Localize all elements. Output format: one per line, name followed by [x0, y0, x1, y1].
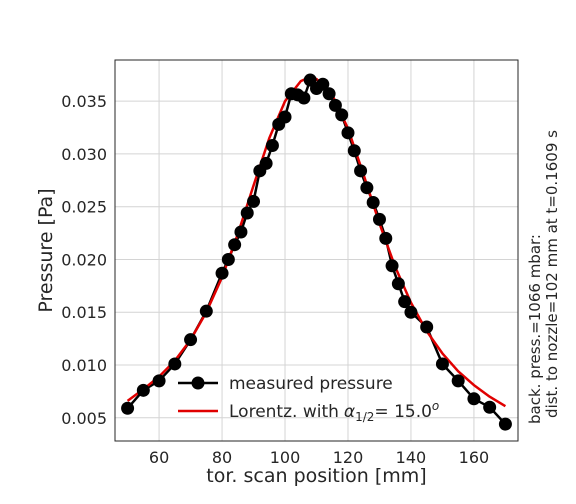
measured-point-134	[385, 259, 399, 273]
side-note-line-2: dist. to nozzle=102 mm at t=0.1609 s	[543, 130, 561, 418]
measured-point-124	[354, 164, 368, 178]
y-tick-label-0.025: 0.025	[61, 198, 107, 217]
measured-point-170	[498, 417, 512, 431]
measured-point-60	[152, 374, 166, 388]
measured-point-160	[467, 392, 481, 406]
legend-label-lorentz: Lorentz. with α1/2= 15.0o	[229, 399, 439, 424]
x-tick-label-100: 100	[270, 448, 301, 467]
measured-point-128	[366, 195, 380, 209]
measured-point-80	[215, 266, 229, 280]
x-tick-label-160: 160	[459, 448, 490, 467]
x-tick-label-80: 80	[212, 448, 232, 467]
measured-point-65	[168, 357, 182, 371]
measured-point-145	[420, 320, 434, 334]
y-tick-label-0.005: 0.005	[61, 409, 107, 428]
y-tick-label-0.035: 0.035	[61, 92, 107, 111]
measured-point-112	[316, 77, 330, 91]
measured-point-150	[435, 357, 449, 371]
x-axis-title: tor. scan position [mm]	[206, 465, 426, 487]
measured-point-140	[404, 305, 418, 319]
measured-point-106	[297, 91, 311, 105]
measured-point-132	[379, 231, 393, 245]
x-tick-label-60: 60	[149, 448, 169, 467]
legend-marker-dot-measured	[191, 376, 205, 390]
plot-series	[121, 73, 512, 431]
y-axis-title: Pressure [Pa]	[35, 188, 57, 312]
plot-frame	[114, 59, 519, 442]
legend-lorentz-subscript: 1/2	[355, 410, 374, 424]
measured-point-94	[259, 156, 273, 170]
y-tick-label-0.010: 0.010	[61, 356, 107, 375]
measured-point-96	[265, 138, 279, 152]
lorentz-fit-line	[126, 75, 507, 408]
measured-point-126	[360, 181, 374, 195]
legend-lorentz-value: = 15.0	[374, 402, 432, 422]
measured-point-55	[136, 383, 150, 397]
measured-point-165	[483, 400, 497, 414]
legend-label-measured: measured pressure	[229, 374, 393, 394]
measured-point-90	[247, 194, 261, 208]
measured-point-155	[451, 374, 465, 388]
legend-lorentz-alpha: α	[344, 402, 355, 422]
measured-point-86	[234, 225, 248, 239]
measured-point-100	[278, 110, 292, 124]
measured-point-130	[372, 212, 386, 226]
side-note-line-1: back. press.=1066 mbar:	[526, 234, 544, 424]
legend-lorentz-superscript: o	[432, 399, 439, 413]
measured-point-138	[398, 295, 412, 309]
measured-point-75	[199, 304, 213, 318]
y-tick-label-0.015: 0.015	[61, 303, 107, 322]
measured-point-116	[328, 98, 342, 112]
legend-lorentz-text: Lorentz. with	[229, 402, 339, 422]
measured-point-118	[335, 108, 349, 122]
y-tick-label-0.030: 0.030	[61, 145, 107, 164]
x-tick-label-140: 140	[396, 448, 427, 467]
measured-point-70	[184, 333, 198, 347]
tick-labels: 60 80 100 120 140 160 0.005 0.010 0.015 0.020 0.02…	[61, 92, 489, 467]
measured-point-120	[341, 126, 355, 140]
x-tick-label-120: 120	[333, 448, 364, 467]
measured-point-84	[228, 238, 242, 252]
measured-point-50	[121, 401, 135, 415]
measured-pressure-line	[126, 77, 507, 425]
measured-point-122	[347, 144, 361, 158]
y-tick-label-0.020: 0.020	[61, 250, 107, 269]
measured-point-82	[221, 252, 235, 266]
measured-point-88	[240, 206, 254, 220]
measured-point-136	[391, 277, 405, 291]
measured-point-114	[322, 87, 336, 101]
legend: measured pressure Lorentz. with α1/2= 15.…	[178, 374, 439, 424]
side-annotation: back. press.=1066 mbar: dist. to nozzle=…	[526, 130, 561, 424]
